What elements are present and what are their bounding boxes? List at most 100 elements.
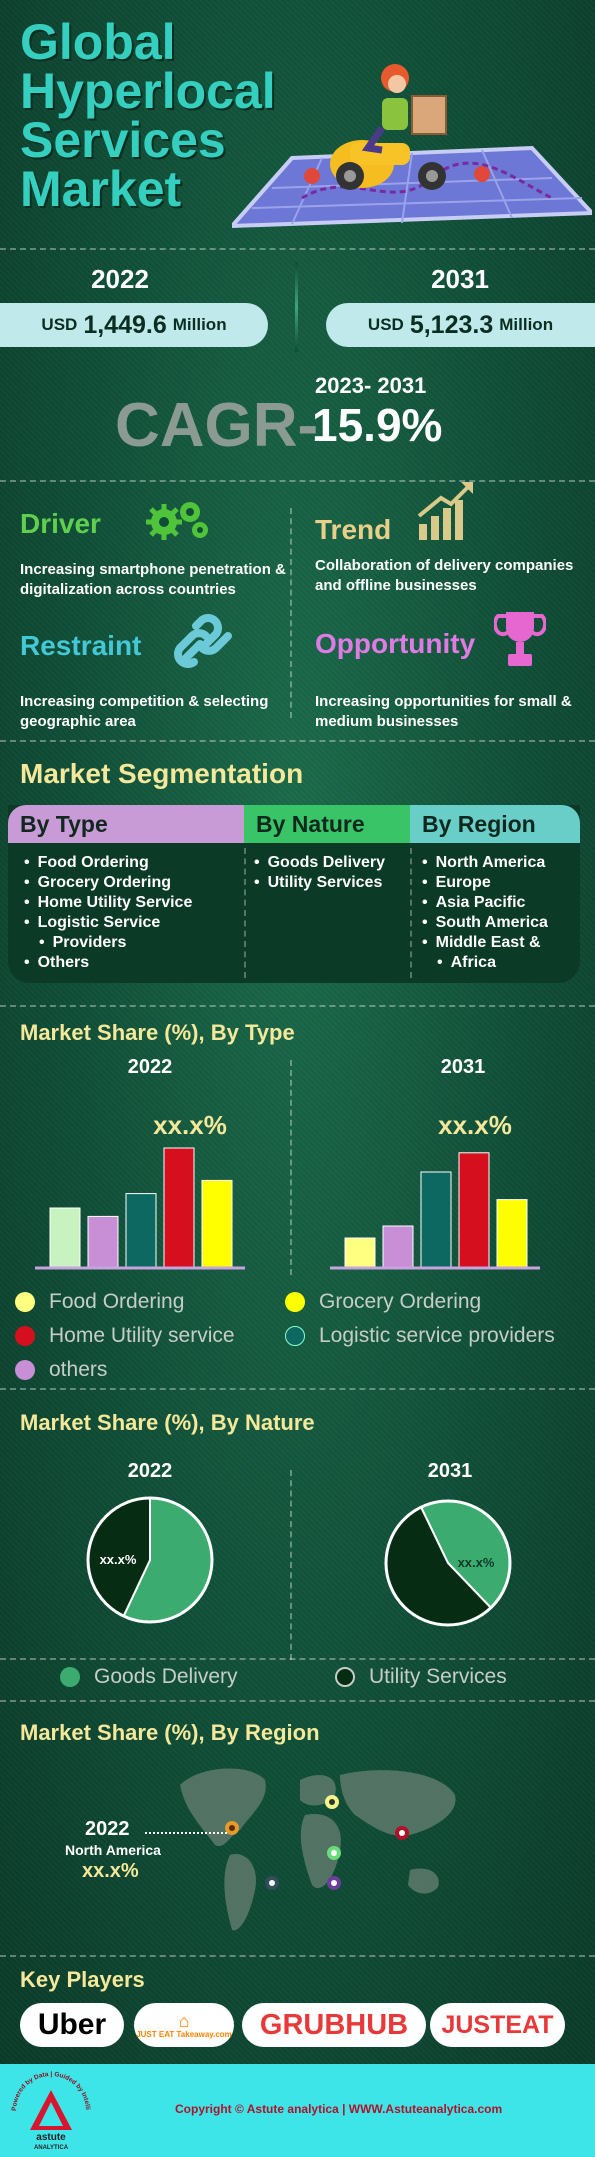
legend-item: Grocery Ordering	[285, 1290, 481, 1314]
driver-text: Increasing smartphone penetration & digi…	[20, 561, 286, 598]
key-players-title: Key Players	[20, 1967, 145, 1992]
grubhub-logo: GRUBHUB	[242, 2003, 426, 2047]
list-item: Grocery Ordering	[24, 873, 192, 893]
legend-item: Logistic service providers	[285, 1324, 555, 1348]
legend-swatch	[15, 1326, 35, 1346]
legend-swatch	[335, 1667, 355, 1687]
pie-outline	[86, 1496, 214, 1624]
segmentation-title: Market Segmentation	[20, 758, 304, 789]
pie-chart-2022: xx.x%	[86, 1496, 214, 1624]
currency-label: USD	[367, 315, 404, 334]
by-nature-header: By Nature	[244, 805, 410, 843]
pie-annotation: xx.x%	[458, 1555, 495, 1570]
legend-label: Food Ordering	[49, 1290, 185, 1313]
divider	[0, 480, 595, 482]
list-item: Utility Services	[254, 873, 385, 893]
list-item: Providers	[24, 933, 192, 953]
list-item: Middle East &	[422, 933, 548, 953]
gears-icon	[146, 502, 208, 540]
chart-divider	[290, 1470, 292, 1660]
trend-text: Collaboration of delivery companies and …	[315, 557, 574, 594]
legend-item: Home Utility service	[15, 1324, 235, 1348]
type-chart-2022-year: 2022	[127, 1056, 173, 1078]
year-divider	[295, 262, 298, 352]
segment-divider	[410, 848, 412, 978]
divider	[0, 740, 595, 742]
cagr-value: 15.9%	[312, 399, 443, 451]
opportunity-text: Increasing opportunities for small & med…	[315, 693, 572, 730]
cagr-label: CAGR-	[115, 391, 319, 460]
legend-label: Utility Services	[369, 1665, 507, 1688]
region-year: 2022	[85, 1818, 130, 1840]
grubhub-logo-text: GRUBHUB	[259, 2008, 409, 2041]
restraint-text: Increasing competition & selecting geogr…	[20, 693, 269, 730]
by-nature-list: Goods Delivery Utility Services	[254, 853, 385, 893]
page-title: Global Hyperlocal Services Market	[20, 14, 276, 217]
divider	[0, 1955, 595, 1957]
opportunity-heading: Opportunity	[315, 628, 476, 659]
legend-item: Utility Services	[335, 1665, 507, 1689]
takeaway-logo-text: JUST EAT Takeaway.com	[136, 2029, 232, 2039]
legend-item: Goods Delivery	[60, 1665, 238, 1689]
type-chart-2031-year: 2031	[440, 1056, 486, 1078]
bar-annotation: xx.x%	[153, 1110, 227, 1140]
nature-section-title: Market Share (%), By Nature	[20, 1410, 315, 1435]
region-name: North America	[65, 1842, 161, 1858]
legend-swatch	[60, 1667, 80, 1687]
driver-heading: Driver	[20, 508, 101, 539]
market-size-2031: USD 5,123.3 Million	[326, 303, 595, 347]
bar-home-utility-service	[458, 1152, 490, 1269]
list-item: North America	[422, 853, 548, 873]
bar-grocery-ordering	[496, 1199, 528, 1269]
bar-others	[382, 1225, 414, 1269]
by-type-list: Food Ordering Grocery Ordering Home Util…	[24, 853, 193, 973]
divider	[0, 1700, 595, 1702]
world-map	[180, 1768, 456, 1931]
factor-divider	[290, 508, 292, 718]
bar-food-ordering	[49, 1207, 81, 1269]
trophy-icon	[494, 612, 546, 666]
pie-chart-2031: xx.x%	[384, 1499, 512, 1627]
market-size-value: 1,449.6	[83, 310, 167, 339]
footer	[0, 2064, 595, 2157]
divider	[0, 248, 595, 250]
list-item: Europe	[422, 873, 548, 893]
logo-subtext: ANALYTICA	[34, 2145, 69, 2151]
restraint-heading: Restraint	[20, 630, 142, 661]
list-item-continuation: Africa	[450, 954, 496, 971]
pie-chart-2022-year: 2022	[127, 1460, 173, 1482]
list-item: South America	[422, 913, 548, 933]
legend-swatch	[15, 1360, 35, 1380]
copyright: Copyright © Astute analytica | WWW.Astut…	[175, 2102, 503, 2116]
region-section-title: Market Share (%), By Region	[20, 1720, 320, 1745]
legend-swatch	[15, 1292, 35, 1312]
unit-label: Million	[499, 315, 554, 334]
legend-label: Home Utility service	[49, 1324, 235, 1347]
takeaway-logo: ⌂ JUST EAT Takeaway.com	[134, 2003, 234, 2047]
list-item: Africa	[422, 953, 548, 973]
legend-item: Food Ordering	[15, 1290, 184, 1314]
legend-label: Logistic service providers	[319, 1324, 555, 1347]
list-item: Goods Delivery	[254, 853, 385, 873]
by-region-list: North America Europe Asia Pacific South …	[422, 853, 548, 973]
by-type-header: By Type	[8, 805, 244, 843]
bar-grocery-ordering	[201, 1179, 233, 1269]
bar-chart-2031: xx.x%	[330, 1110, 540, 1270]
segment-divider	[244, 848, 246, 978]
house-icon: ⌂	[178, 2010, 190, 2031]
divider	[0, 1388, 595, 1390]
region-value: xx.x%	[82, 1860, 139, 1882]
list-item: Home Utility Service	[24, 893, 193, 913]
bar-logistic-service-providers	[420, 1171, 452, 1269]
pie-outline	[384, 1499, 512, 1627]
uber-logo: Uber	[20, 2003, 124, 2047]
legend-swatch	[285, 1292, 305, 1312]
legend-swatch	[285, 1326, 305, 1346]
cagr-period: 2023- 2031	[315, 373, 427, 398]
bar-logistic-service-providers	[125, 1193, 157, 1269]
bar-food-ordering	[344, 1237, 376, 1269]
by-region-header: By Region	[410, 805, 580, 843]
legend-label: others	[49, 1358, 108, 1381]
end-year: 2031	[431, 264, 489, 294]
currency-label: USD	[41, 315, 78, 334]
